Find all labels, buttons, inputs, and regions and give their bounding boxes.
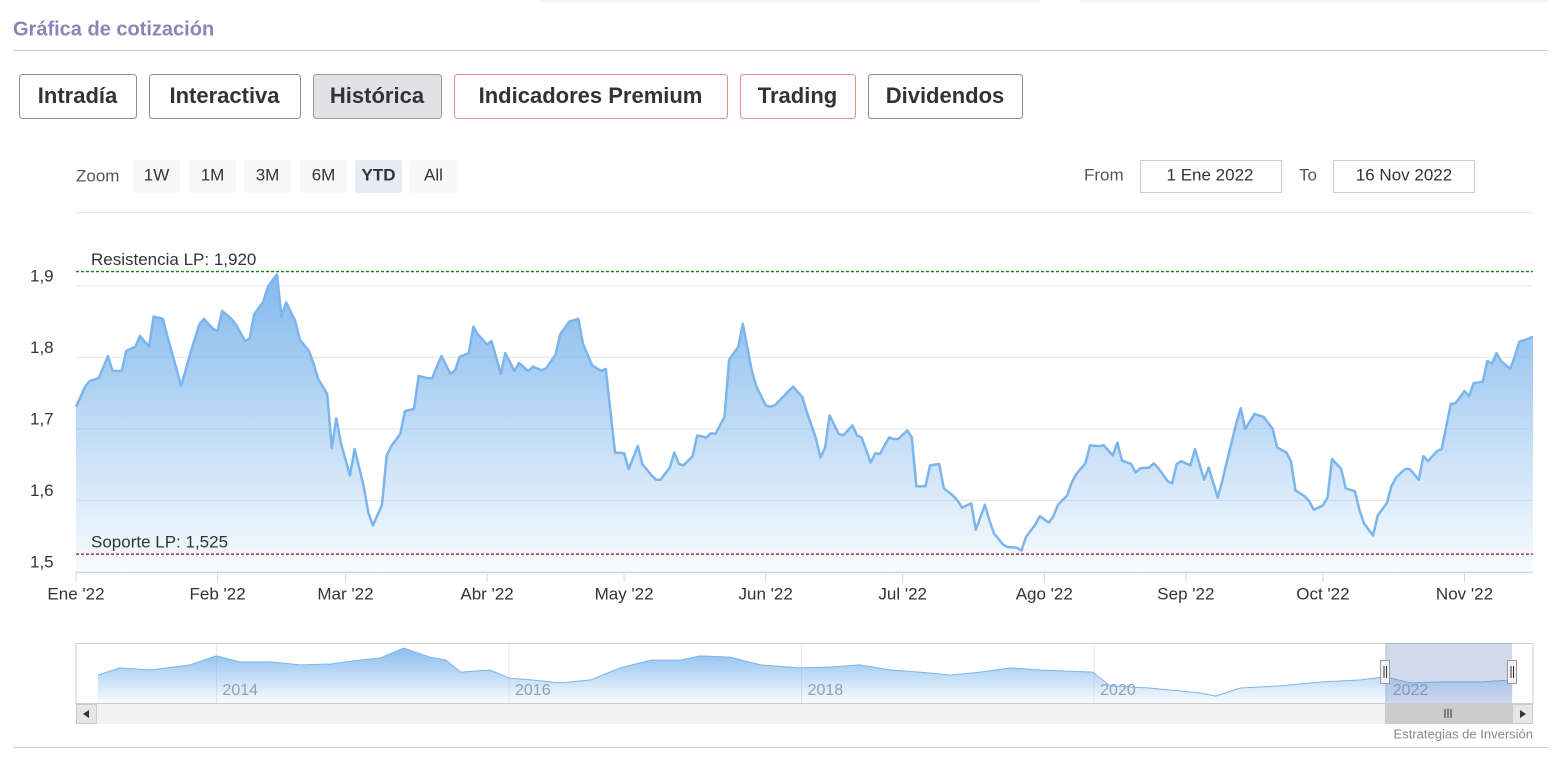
y-tick-label: 1,9 bbox=[30, 266, 54, 285]
tab[interactable]: Dividendos bbox=[868, 74, 1023, 119]
zoom-button[interactable] bbox=[410, 160, 457, 193]
area-fill bbox=[76, 274, 1533, 572]
plot-line-label: Resistencia LP: 1,920 bbox=[91, 250, 256, 269]
tab-label[interactable]: Indicadores Premium bbox=[479, 83, 703, 108]
tab-box[interactable] bbox=[313, 74, 442, 119]
y-tick-label: 1,6 bbox=[30, 481, 54, 500]
tab-label[interactable]: Intradía bbox=[38, 83, 118, 108]
navigator-handle[interactable] bbox=[1507, 660, 1517, 684]
x-tick-label: May '22 bbox=[595, 584, 654, 603]
zoom-button[interactable] bbox=[300, 160, 347, 193]
tab-label[interactable]: Dividendos bbox=[886, 83, 1005, 108]
navigator-handle[interactable] bbox=[1380, 660, 1390, 684]
tab[interactable]: Intradía bbox=[19, 74, 137, 119]
top-shadow bbox=[540, 0, 1040, 3]
zoom-button-label[interactable]: 3M bbox=[256, 165, 280, 184]
credit: Estrategias de Inversión bbox=[1394, 726, 1533, 741]
toolbar: Zoom 1W 1M 3M 6M YTD All From 1 Ene 2022 To 16 Nov… bbox=[76, 160, 1475, 193]
plot-line-label: Soporte LP: 1,525 bbox=[91, 533, 228, 552]
navigator: 20142016201820202022 bbox=[75, 643, 1534, 724]
x-tick-label: Abr '22 bbox=[460, 584, 513, 603]
zoom-button[interactable] bbox=[133, 160, 180, 193]
to-label: To bbox=[1299, 165, 1317, 184]
zoom-button-label[interactable]: All bbox=[424, 165, 443, 184]
scrollbar-track[interactable] bbox=[76, 704, 1533, 724]
zoom-button[interactable] bbox=[355, 160, 402, 193]
date-input[interactable] bbox=[1333, 160, 1475, 193]
tab-bar: Intradía Interactiva Histórica Indicadores … bbox=[19, 74, 1023, 119]
from-label: From bbox=[1084, 165, 1124, 184]
to-date[interactable]: 16 Nov 2022 bbox=[1356, 165, 1452, 184]
x-tick-label: Jul '22 bbox=[878, 584, 927, 603]
zoom-button[interactable] bbox=[189, 160, 236, 193]
y-tick-label: 1,5 bbox=[30, 552, 54, 571]
section-title: Gráfica de cotización bbox=[13, 18, 214, 40]
date-input[interactable] bbox=[1140, 160, 1282, 193]
from-date[interactable]: 1 Ene 2022 bbox=[1167, 165, 1254, 184]
tab[interactable]: Trading bbox=[740, 74, 856, 119]
tab-box[interactable] bbox=[454, 74, 728, 119]
zoom-button-label[interactable]: 6M bbox=[312, 165, 336, 184]
main-chart: 1,5 1,6 1,7 1,8 1,9 Ene '22 Feb '22 Mar '22 Abr … bbox=[30, 250, 1534, 603]
x-tick-label: Sep '22 bbox=[1157, 584, 1214, 603]
tab[interactable]: Indicadores Premium bbox=[454, 74, 728, 119]
tab-box[interactable] bbox=[868, 74, 1023, 119]
scrollbar-arrow bbox=[1520, 710, 1526, 718]
scrollbar-arrow bbox=[83, 710, 89, 718]
y-tick-label: 1,7 bbox=[30, 409, 54, 428]
tab[interactable]: Histórica bbox=[313, 74, 442, 119]
tab-box[interactable] bbox=[19, 74, 137, 119]
x-tick-label: Jun '22 bbox=[739, 584, 793, 603]
zoom-button-label[interactable]: 1M bbox=[201, 165, 225, 184]
navigator-selection[interactable] bbox=[1385, 643, 1512, 703]
price-line bbox=[97, 647, 1513, 697]
tab-box[interactable] bbox=[740, 74, 856, 119]
x-tick-label: Nov '22 bbox=[1436, 584, 1493, 603]
price-line bbox=[74, 273, 1534, 552]
zoom-button[interactable] bbox=[244, 160, 291, 193]
top-shadow bbox=[1080, 0, 1548, 3]
zoom-label: Zoom bbox=[76, 166, 119, 185]
tab-label[interactable]: Interactiva bbox=[169, 83, 280, 108]
x-tick-label: Oct '22 bbox=[1296, 584, 1349, 603]
zoom-button-label[interactable]: 1W bbox=[144, 165, 170, 184]
zoom-button-label[interactable]: YTD bbox=[362, 165, 396, 184]
y-tick-label: 1,8 bbox=[30, 338, 54, 357]
x-tick-label: Feb '22 bbox=[190, 584, 246, 603]
x-tick-label: Ago '22 bbox=[1016, 584, 1073, 603]
tab-box[interactable] bbox=[149, 74, 301, 119]
tab-label[interactable]: Trading bbox=[758, 83, 837, 108]
x-tick-label: Ene '22 bbox=[47, 584, 104, 603]
tab-label[interactable]: Histórica bbox=[330, 83, 425, 108]
x-tick-label: Mar '22 bbox=[317, 584, 373, 603]
tab[interactable]: Interactiva bbox=[149, 74, 301, 119]
